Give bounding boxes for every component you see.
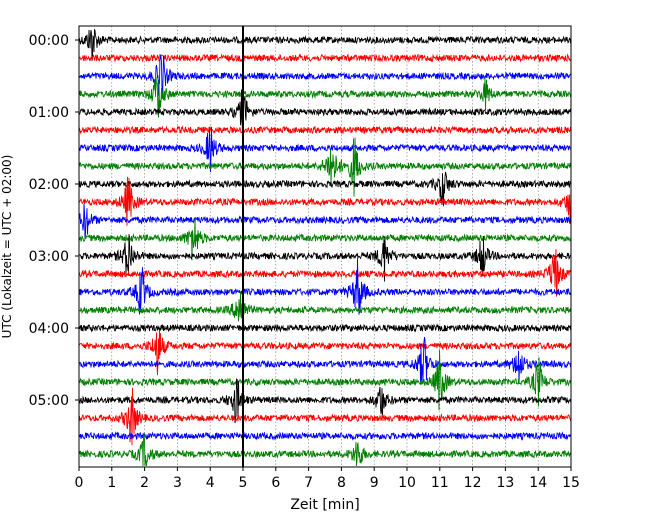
y-tick-label: 05:00	[29, 393, 69, 409]
trace-line	[78, 125, 572, 135]
x-axis-ticks: 0 1 2 3 4 5 6 7 8 9 10 11 12 13 14 15	[75, 467, 580, 491]
trace-line	[78, 431, 572, 441]
trace-line	[78, 176, 572, 226]
trace-line	[78, 337, 572, 384]
x-tick-label: 4	[206, 475, 215, 491]
y-tick-label: 02:00	[29, 177, 69, 193]
x-tick-label: 6	[271, 475, 280, 491]
trace-line	[78, 378, 572, 424]
x-tick-label: 2	[140, 475, 149, 491]
x-tick-label: 11	[431, 475, 449, 491]
x-tick-label: 9	[370, 475, 379, 491]
trace-line	[78, 349, 572, 411]
y-axis-ticks: 00:00 01:00 02:00 03:00 04:00 05:00	[29, 33, 79, 409]
trace-line	[78, 54, 572, 99]
trace-line	[78, 203, 572, 240]
y-tick-label: 01:00	[29, 105, 69, 121]
trace-line	[78, 257, 572, 315]
trace-line	[78, 171, 572, 207]
trace-line	[78, 89, 572, 140]
x-tick-label: 13	[496, 475, 514, 491]
x-tick-label: 12	[464, 475, 482, 491]
y-axis-label: UTC (Lokalzeit = UTC + 02:00)	[0, 155, 14, 339]
trace-line	[78, 323, 572, 333]
trace-series	[78, 29, 572, 467]
x-tick-label: 10	[398, 475, 416, 491]
x-axis-label: Zeit [min]	[290, 497, 359, 513]
trace-line	[78, 291, 572, 322]
trace-line	[78, 76, 572, 118]
trace-line	[78, 137, 572, 197]
trace-line	[78, 330, 572, 376]
x-tick-label: 8	[337, 475, 346, 491]
y-tick-label: 03:00	[29, 249, 69, 265]
x-tick-label: 0	[75, 475, 84, 491]
x-tick-label: 15	[562, 475, 580, 491]
trace-line	[78, 217, 572, 261]
y-tick-label: 04:00	[29, 321, 69, 337]
x-tick-label: 7	[304, 475, 313, 491]
trace-line	[78, 53, 572, 63]
plot-frame	[78, 25, 572, 468]
x-tick-label: 3	[173, 475, 182, 491]
x-tick-label: 14	[529, 475, 547, 491]
trace-line	[78, 126, 572, 173]
x-tick-label: 5	[239, 475, 248, 491]
y-tick-label: 00:00	[29, 33, 69, 49]
trace-line	[78, 29, 572, 62]
trace-line	[78, 432, 572, 467]
trace-line	[78, 249, 572, 297]
trace-line	[78, 234, 572, 282]
trace-line	[78, 387, 572, 446]
x-tick-label: 1	[107, 475, 116, 491]
